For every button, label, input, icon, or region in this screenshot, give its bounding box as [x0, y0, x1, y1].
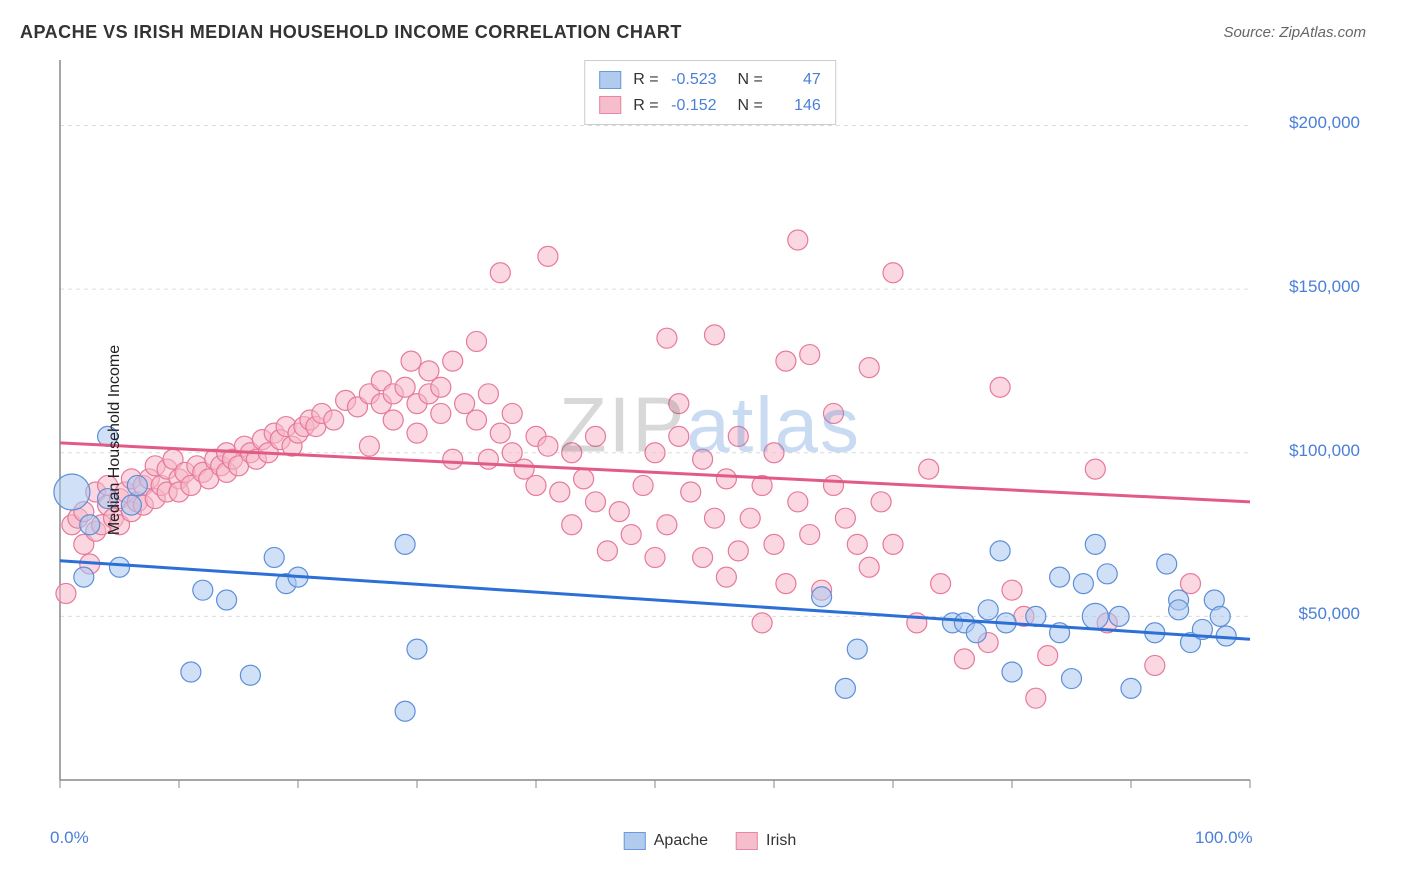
- y-tick-label: $200,000: [1289, 113, 1360, 133]
- legend-row-irish: R =-0.152 N =146: [599, 93, 821, 119]
- legend-label-irish: Irish: [766, 832, 796, 850]
- correlation-legend: R =-0.523 N =47 R =-0.152 N =146: [584, 60, 836, 125]
- swatch-irish: [736, 832, 758, 850]
- y-tick-label: $50,000: [1299, 604, 1360, 624]
- legend-item-irish: Irish: [736, 832, 796, 850]
- legend-item-apache: Apache: [624, 832, 708, 850]
- y-tick-label: $150,000: [1289, 277, 1360, 297]
- scatter-chart: [50, 60, 1370, 820]
- y-axis-title: Median Household Income: [106, 345, 124, 535]
- legend-label-apache: Apache: [654, 832, 708, 850]
- chart-title: APACHE VS IRISH MEDIAN HOUSEHOLD INCOME …: [20, 22, 682, 43]
- legend-row-apache: R =-0.523 N =47: [599, 67, 821, 93]
- swatch-apache: [624, 832, 646, 850]
- swatch-irish: [599, 96, 621, 114]
- source-attribution: Source: ZipAtlas.com: [1223, 24, 1366, 41]
- x-tick-label: 0.0%: [50, 828, 89, 848]
- chart-container: Median Household Income ZIPatlas R =-0.5…: [50, 60, 1370, 820]
- swatch-apache: [599, 71, 621, 89]
- x-tick-label: 100.0%: [1195, 828, 1253, 848]
- y-tick-label: $100,000: [1289, 441, 1360, 461]
- series-legend: Apache Irish: [624, 832, 797, 850]
